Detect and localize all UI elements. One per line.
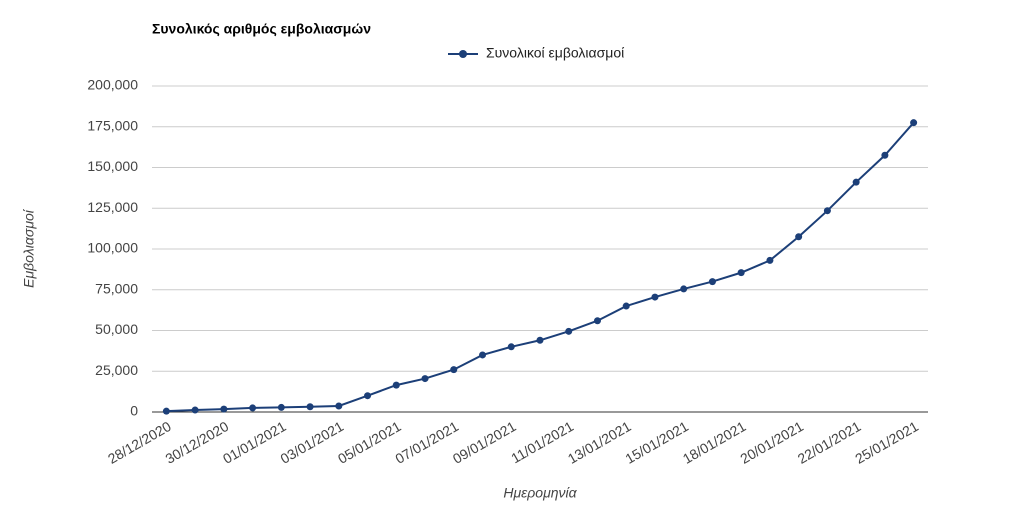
data-point — [277, 403, 285, 411]
data-point — [680, 285, 688, 293]
x-tick-label: 25/01/2021 — [852, 418, 921, 467]
data-point — [191, 406, 199, 414]
data-point — [910, 119, 918, 127]
data-point — [795, 233, 803, 241]
x-tick-label: 30/12/2020 — [163, 418, 232, 467]
y-tick-label: 75,000 — [95, 280, 138, 296]
y-tick-label: 125,000 — [87, 199, 138, 215]
legend-marker — [459, 50, 467, 58]
x-tick-label: 09/01/2021 — [450, 418, 519, 467]
data-point — [536, 336, 544, 344]
data-point — [249, 404, 257, 412]
data-point — [708, 278, 716, 286]
y-tick-label: 150,000 — [87, 158, 138, 174]
data-point — [766, 256, 774, 264]
y-tick-label: 0 — [130, 403, 138, 419]
data-point — [852, 178, 860, 186]
data-point — [565, 327, 573, 335]
x-tick-label: 15/01/2021 — [622, 418, 691, 467]
x-tick-label: 20/01/2021 — [737, 418, 806, 467]
x-tick-label: 05/01/2021 — [335, 418, 404, 467]
x-tick-label: 28/12/2020 — [105, 418, 174, 467]
x-tick-label: 13/01/2021 — [565, 418, 634, 467]
x-tick-label: 07/01/2021 — [392, 418, 461, 467]
data-point — [364, 392, 372, 400]
x-axis-title: Ημερομηνία — [503, 485, 577, 501]
data-point — [421, 375, 429, 383]
y-tick-label: 50,000 — [95, 321, 138, 337]
data-point — [162, 407, 170, 415]
y-tick-label: 100,000 — [87, 240, 138, 256]
y-axis-title: Εμβολιασμοί — [21, 208, 37, 288]
data-point — [651, 293, 659, 301]
y-tick-label: 200,000 — [87, 77, 138, 93]
data-point — [479, 351, 487, 359]
data-point — [507, 343, 515, 351]
line — [166, 122, 915, 413]
legend-label: Συνολικοί εμβολιασμοί — [486, 45, 624, 61]
x-tick-label: 18/01/2021 — [680, 418, 749, 467]
x-tick-label: 22/01/2021 — [795, 418, 864, 467]
data-point — [881, 151, 889, 159]
data-point — [392, 381, 400, 389]
data-point — [335, 402, 343, 410]
y-tick-label: 25,000 — [95, 362, 138, 378]
y-tick-label: 175,000 — [87, 117, 138, 133]
data-point — [823, 207, 831, 215]
data-point — [622, 302, 630, 310]
data-point — [737, 269, 745, 277]
chart-title: Συνολικός αριθμός εμβολιασμών — [152, 21, 371, 37]
x-tick-label: 01/01/2021 — [220, 418, 289, 467]
data-point — [450, 366, 458, 374]
x-tick-label: 11/01/2021 — [508, 418, 576, 466]
x-tick-label: 03/01/2021 — [277, 418, 346, 467]
data-point — [220, 405, 228, 413]
data-point — [593, 317, 601, 325]
data-point — [306, 403, 314, 411]
